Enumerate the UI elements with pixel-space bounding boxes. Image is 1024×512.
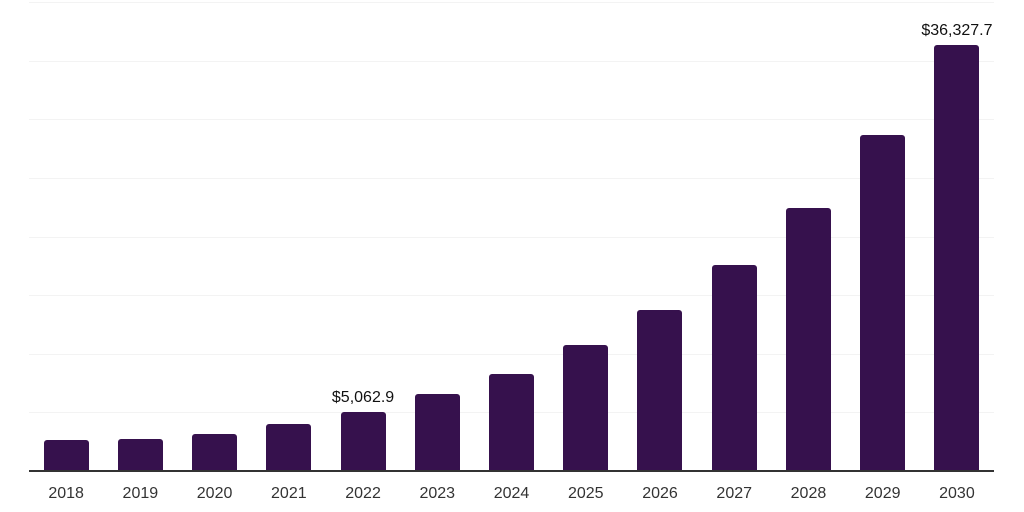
bar-group-2022: $5,062.9	[326, 2, 400, 471]
bar-group-2021	[252, 2, 326, 471]
bar-2029[interactable]	[860, 135, 906, 471]
x-tick-label-2030: 2030	[939, 485, 975, 502]
bar-group-2020	[177, 2, 251, 471]
x-tick-label-2025: 2025	[567, 485, 604, 502]
bar-group-2019	[103, 2, 177, 471]
bar-group-2028	[771, 2, 845, 471]
bar-2030[interactable]: $36,327.7	[921, 23, 993, 471]
bar-group-2030: $36,327.7	[920, 2, 994, 471]
gridline	[29, 295, 994, 297]
bar-group-2024	[474, 2, 548, 471]
bar-group-2023	[400, 2, 474, 471]
bar-2025[interactable]	[563, 344, 609, 471]
gridline	[29, 60, 994, 62]
x-tick-label-2021: 2021	[271, 485, 307, 502]
x-tick-label-2018: 2018	[48, 485, 84, 502]
bar-group-2018	[29, 2, 103, 471]
bar-group-2026	[623, 2, 697, 471]
bar-2023[interactable]	[414, 394, 460, 471]
data-label-2022: $5,062.9	[331, 388, 395, 406]
x-tick-label-2027: 2027	[716, 485, 753, 502]
bar-2027[interactable]	[711, 265, 757, 471]
bar-2024[interactable]	[489, 373, 535, 471]
x-tick-label-2020: 2020	[196, 485, 233, 502]
gridline	[29, 119, 994, 121]
plot-area: $5,062.9 $36,327.7	[29, 2, 994, 471]
bar-2028[interactable]	[785, 208, 831, 471]
gridline	[29, 2, 994, 3]
x-tick-label-2028: 2028	[790, 485, 827, 502]
bar-2021[interactable]	[266, 423, 312, 471]
bar-series: $5,062.9 $36,327.7	[29, 2, 994, 471]
bar-2026[interactable]	[637, 310, 683, 471]
x-axis-line	[29, 470, 994, 472]
gridline	[29, 177, 994, 179]
bar-group-2029	[846, 2, 920, 471]
bar-2020[interactable]	[192, 433, 238, 471]
data-label-2030: $36,327.7	[921, 22, 993, 40]
bar-2019[interactable]	[117, 439, 163, 471]
bar-2018[interactable]	[43, 440, 89, 471]
x-tick-label-2029: 2029	[864, 485, 901, 502]
bar-2022[interactable]: $5,062.9	[332, 389, 394, 471]
gridline	[29, 353, 994, 355]
x-axis-tick-labels: 2018 2019 2020 2021 2022 2023 2024 2025 2026 2027…	[29, 485, 994, 503]
x-tick-label-2022: 2022	[345, 485, 381, 502]
x-tick-label-2019: 2019	[122, 485, 159, 502]
gridline	[29, 236, 994, 238]
bar-group-2025	[549, 2, 623, 471]
bar-group-2027	[697, 2, 771, 471]
x-tick-label-2026: 2026	[642, 485, 678, 502]
x-tick-label-2023: 2023	[419, 485, 456, 502]
x-tick-label-2024: 2024	[493, 485, 530, 502]
